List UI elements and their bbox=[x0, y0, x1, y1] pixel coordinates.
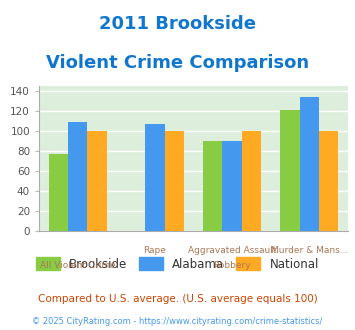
Bar bbox=[145, 124, 164, 231]
Text: Robbery: Robbery bbox=[213, 261, 251, 270]
Bar bbox=[164, 131, 184, 231]
Text: © 2025 CityRating.com - https://www.cityrating.com/crime-statistics/: © 2025 CityRating.com - https://www.city… bbox=[32, 317, 323, 326]
Text: Violent Crime Comparison: Violent Crime Comparison bbox=[46, 54, 309, 73]
Text: Murder & Mans...: Murder & Mans... bbox=[271, 246, 348, 255]
Bar bbox=[49, 154, 68, 231]
Bar bbox=[242, 131, 261, 231]
Text: Compared to U.S. average. (U.S. average equals 100): Compared to U.S. average. (U.S. average … bbox=[38, 294, 317, 304]
Text: Rape: Rape bbox=[143, 246, 166, 255]
Bar bbox=[300, 97, 319, 231]
Text: Aggravated Assault: Aggravated Assault bbox=[188, 246, 276, 255]
Bar bbox=[280, 110, 300, 231]
Bar bbox=[87, 131, 106, 231]
Bar bbox=[319, 131, 338, 231]
Text: 2011 Brookside: 2011 Brookside bbox=[99, 15, 256, 33]
Bar bbox=[68, 122, 87, 231]
Bar bbox=[223, 141, 242, 231]
Legend: Brookside, Alabama, National: Brookside, Alabama, National bbox=[32, 253, 323, 275]
Text: All Violent Crime: All Violent Crime bbox=[40, 261, 115, 270]
Bar bbox=[203, 141, 223, 231]
